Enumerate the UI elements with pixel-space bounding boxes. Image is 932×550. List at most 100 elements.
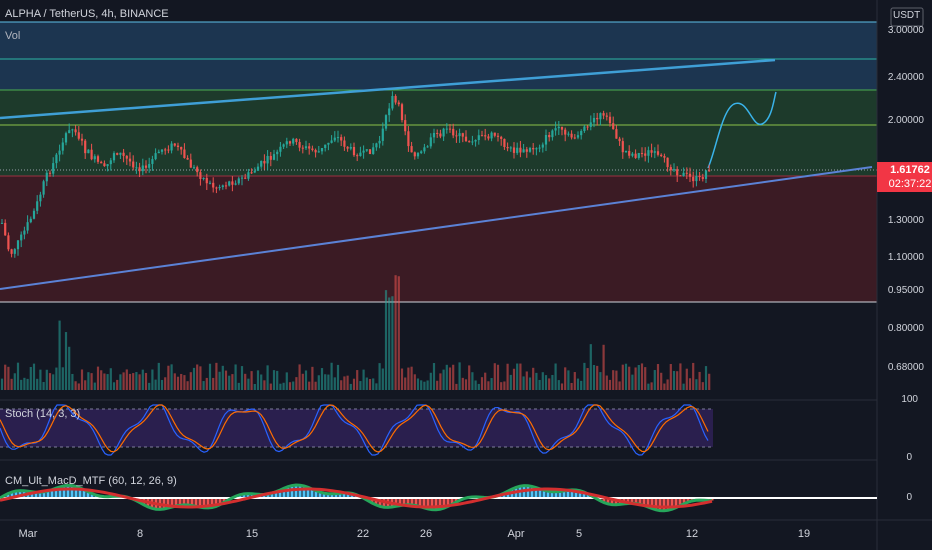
volume-bar: [359, 381, 362, 390]
volume-bar: [116, 379, 119, 390]
candle-body: [516, 147, 519, 153]
volume-bar: [647, 383, 650, 390]
volume-bar: [679, 363, 682, 390]
volume-bar: [397, 276, 400, 390]
volume-bar: [522, 376, 525, 390]
volume-bar: [247, 378, 250, 390]
candle-body: [52, 163, 55, 174]
candle-body: [554, 128, 557, 131]
candle-body: [112, 153, 116, 161]
candle-body: [26, 222, 29, 231]
candle-body: [0, 222, 4, 224]
volume-bar: [320, 368, 324, 390]
candle-body: [282, 144, 285, 147]
macd-histogram-bar: [342, 493, 346, 498]
candle-body: [679, 175, 682, 177]
candle-body: [288, 141, 292, 144]
volume-bar: [16, 362, 20, 390]
volume-bar: [564, 367, 567, 390]
volume-bar: [400, 368, 404, 390]
volume-bar: [333, 377, 336, 390]
volume-bar: [340, 380, 343, 390]
price-axis-label: 3.00000: [887, 25, 924, 36]
candle-body: [423, 147, 426, 152]
volume-bar: [208, 363, 212, 390]
candle-body: [452, 128, 455, 136]
volume-bar: [688, 378, 692, 390]
volume-bar: [487, 381, 490, 390]
candle-body: [708, 170, 711, 172]
volume-bar: [592, 365, 596, 390]
macd-histogram-bar: [310, 489, 314, 498]
candle-body: [570, 133, 573, 138]
price-axis-label: 1.30000: [887, 215, 924, 226]
volume-bars: [0, 275, 711, 390]
candle-body: [132, 161, 135, 168]
projection-path[interactable]: [707, 91, 777, 169]
volume-label: Vol: [5, 30, 21, 42]
volume-bar: [170, 364, 173, 390]
candle-body: [637, 153, 640, 158]
volume-bar: [263, 380, 266, 390]
macd-histogram-bar: [330, 494, 334, 498]
macd-histogram-bar: [394, 498, 398, 506]
upper-trendline[interactable]: [0, 58, 776, 120]
volume-bar: [384, 290, 388, 390]
candle-body: [234, 183, 237, 185]
zone-green: [0, 90, 877, 176]
candle-body: [660, 154, 663, 157]
currency-label[interactable]: USDT: [893, 10, 921, 21]
candle-body: [39, 194, 42, 202]
candle-body: [199, 172, 202, 179]
macd-histogram-bar: [182, 498, 186, 505]
candle-body: [205, 177, 208, 184]
volume-bar: [634, 367, 637, 390]
volume-bar: [388, 297, 391, 390]
price-axis-label: 2.40000: [887, 72, 924, 83]
volume-bar: [167, 365, 170, 390]
volume-bar: [45, 369, 48, 390]
volume-bar: [708, 373, 711, 390]
macd-histogram-bar: [686, 498, 690, 502]
volume-bar: [253, 383, 256, 390]
volume-bar: [650, 382, 653, 390]
volume-bar: [26, 378, 29, 390]
volume-bar: [154, 379, 157, 390]
volume-bar: [68, 346, 71, 390]
lower-trendline[interactable]: [0, 166, 873, 290]
volume-bar: [666, 379, 669, 390]
volume-bar: [471, 372, 474, 390]
volume-bar: [330, 362, 333, 390]
volume-bar: [276, 370, 279, 390]
volume-bar: [628, 366, 631, 390]
volume-bar: [106, 374, 109, 390]
candle-body: [250, 172, 253, 174]
volume-bar: [378, 363, 381, 390]
candle-body: [301, 147, 304, 149]
candle-body: [535, 148, 538, 150]
macd-histogram-bar: [86, 492, 90, 498]
macd-histogram-bar: [562, 491, 566, 498]
macd-histogram-bar: [246, 494, 250, 498]
current-price-badge: [877, 162, 932, 192]
volume-bar: [676, 371, 679, 390]
macd-histogram-bar: [438, 498, 442, 509]
volume-bar: [176, 376, 180, 390]
volume-bar: [180, 373, 183, 390]
candle-body: [42, 181, 45, 195]
macd-histogram-bar: [318, 492, 322, 498]
candle-body: [16, 240, 20, 250]
time-axis-label: 26: [419, 528, 433, 540]
macd-histogram-bar: [266, 494, 270, 498]
usdt-box[interactable]: [890, 7, 924, 27]
volume-bar: [512, 368, 516, 390]
candle-body: [653, 151, 656, 153]
candle-body: [352, 146, 356, 156]
candle-body: [106, 164, 109, 167]
macd-histogram-bar: [610, 498, 614, 504]
volume-bar: [480, 377, 484, 390]
macd-histogram-bar: [290, 486, 294, 498]
volume-bar: [368, 379, 372, 390]
volume-bar: [404, 377, 407, 390]
